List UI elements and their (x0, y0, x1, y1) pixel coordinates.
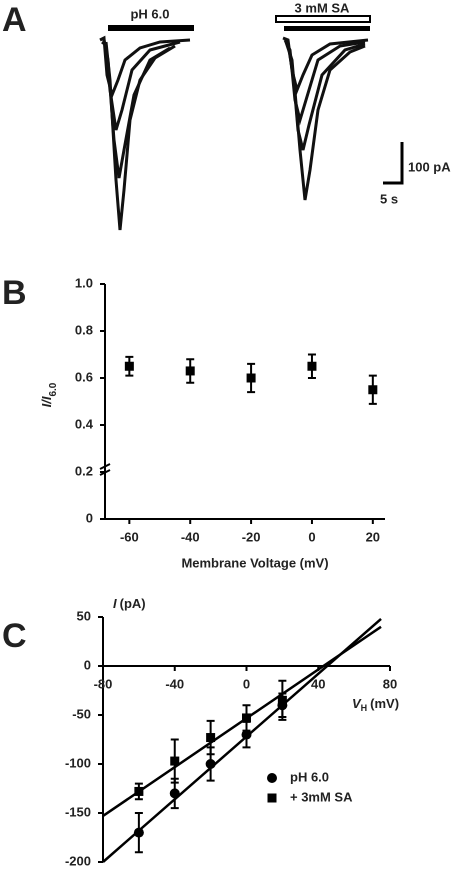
y-tick-label: -100 (65, 755, 91, 770)
point (277, 695, 287, 705)
point (124, 361, 134, 371)
point (170, 756, 180, 766)
x-tick-label: -60 (120, 529, 139, 544)
point (242, 713, 251, 723)
y-tick-label: 50 (77, 608, 91, 623)
point (134, 786, 144, 796)
legend-marker (267, 793, 277, 803)
point (246, 373, 256, 383)
y-tick-label: 0.8 (75, 322, 93, 337)
y-tick-label: 0 (84, 657, 91, 672)
legend-label: pH 6.0 (290, 769, 329, 784)
x-tick-label: -20 (242, 529, 261, 544)
y-tick-label: -200 (65, 853, 91, 868)
x-tick-label: -40 (165, 676, 184, 691)
point (307, 361, 317, 371)
x-axis-label-unit: (mV) (370, 696, 399, 711)
application-bar (275, 15, 371, 23)
x-tick-label: -40 (181, 529, 200, 544)
y-tick-label: 0.2 (75, 463, 93, 478)
current-traces (99, 35, 369, 231)
point (368, 385, 378, 395)
y-tick-label: 0.4 (75, 416, 94, 431)
scale-label: 5 s (380, 191, 398, 206)
scale-label: 100 pA (408, 159, 451, 174)
scale-bar (383, 142, 404, 185)
y-tick-label: 1.0 (75, 275, 93, 290)
panel-letter: B (2, 274, 27, 312)
condition-label: 3 mM SA (295, 0, 351, 15)
legend-label: + 3mM SA (290, 789, 353, 804)
point (205, 759, 216, 769)
application-bar (284, 26, 370, 31)
x-axis-label: Membrane Voltage (mV) (181, 555, 328, 570)
y-axis-label: I/I6.0 (39, 382, 58, 407)
y-tick-label: 0 (86, 510, 93, 525)
y-tick-label: -50 (72, 706, 91, 721)
axis-break (99, 463, 111, 476)
y-tick-label: 0.6 (75, 369, 93, 384)
x-tick-label: 0 (243, 676, 250, 691)
point (185, 366, 195, 376)
point (133, 827, 144, 838)
point (169, 788, 180, 799)
x-tick-label: 40 (311, 676, 325, 691)
condition-label: pH 6.0 (130, 6, 169, 21)
x-tick-label: -80 (94, 676, 113, 691)
x-axis-label-sub: H (361, 703, 368, 713)
panel-letter: C (2, 617, 27, 655)
y-axis-label: I (pA) (113, 596, 146, 611)
x-axis-label: VH (mV) (352, 696, 399, 713)
panel-letter: A (2, 1, 27, 39)
y-axis-label-main: I (113, 596, 117, 611)
point (241, 729, 252, 740)
y-axis-label-sub: 6.0 (48, 382, 59, 396)
y-tick-label: -150 (65, 804, 91, 819)
application-bar (108, 25, 194, 31)
y-axis-label-main: I/I (39, 396, 54, 407)
x-tick-label: 80 (383, 676, 397, 691)
x-axis-label-main: V (352, 696, 362, 711)
x-tick-label: 0 (308, 529, 315, 544)
legend-marker (267, 773, 277, 783)
x-tick-label: 20 (366, 529, 380, 544)
y-axis-label-unit: (pA) (120, 596, 146, 611)
point (206, 733, 216, 743)
